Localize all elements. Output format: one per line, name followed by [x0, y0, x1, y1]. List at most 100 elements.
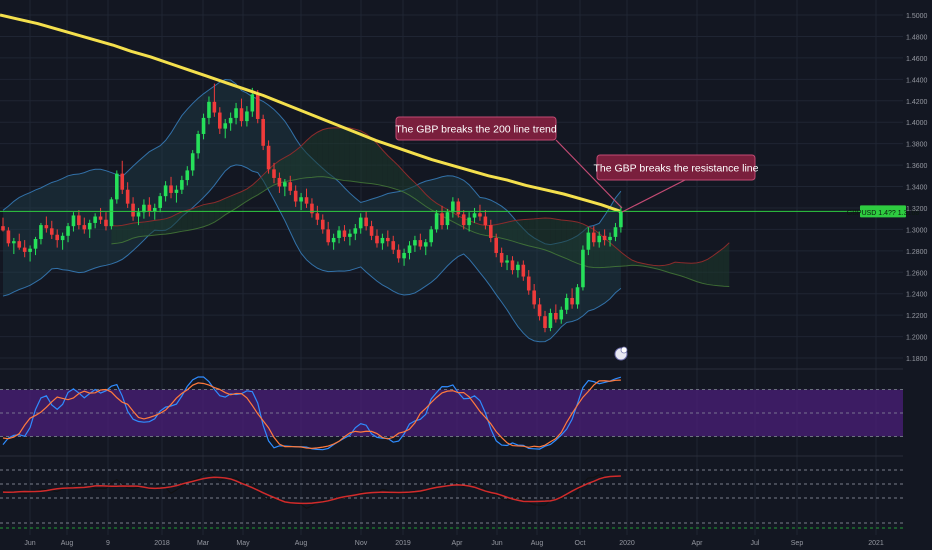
annotation-pointer [621, 179, 686, 213]
y-tick-label: 1.3800 [906, 142, 928, 149]
candle-body [597, 235, 601, 243]
candle-body [532, 290, 536, 305]
ichimoku-cloud-segment [528, 218, 535, 248]
candle-body [434, 213, 439, 230]
candle-body [510, 260, 515, 271]
ichimoku-cloud-segment [311, 132, 318, 178]
ichimoku-cloud-segment [669, 262, 676, 275]
ichimoku-cloud-segment [393, 160, 399, 191]
ichimoku-cloud-segment [631, 259, 638, 266]
candle-body [386, 237, 390, 242]
ichimoku-cloud-segment [664, 264, 670, 273]
candle-body [44, 225, 49, 229]
candle-body [548, 312, 553, 328]
x-tick-label: 2019 [395, 540, 411, 547]
ichimoku-cloud-segment [360, 130, 367, 184]
ichimoku-cloud-segment [555, 219, 562, 257]
last-price-line: GBPUSD 1.4?? 1.3168 [0, 205, 919, 218]
ichimoku-cloud-segment [523, 219, 529, 246]
ichimoku-cloud-segment [404, 171, 410, 196]
ichimoku-cloud-segment [566, 220, 573, 262]
momentum-line [2, 471, 621, 509]
candle-body [489, 225, 493, 238]
ichimoku-cloud-segment [501, 222, 508, 240]
x-tick-label: 2020 [619, 540, 635, 547]
ichimoku-cloud-segment [713, 251, 719, 286]
candle-body [554, 312, 558, 320]
candle-body [147, 204, 152, 212]
x-tick-label: Aug [295, 540, 308, 547]
candle-body [472, 213, 477, 218]
ichimoku-cloud-segment [198, 204, 204, 229]
candle-body [1, 226, 5, 231]
x-tick-label: Jun [491, 540, 502, 547]
candle-body [22, 247, 27, 252]
stochastic-d [2, 379, 621, 449]
candle-body [39, 225, 43, 240]
ichimoku-cloud-segment [295, 146, 302, 180]
ichimoku-cloud-segment [154, 219, 161, 236]
candle-body [93, 216, 97, 223]
ichimoku-cloud-segment [230, 193, 237, 212]
candle-body [331, 237, 336, 243]
candle-body [33, 239, 38, 249]
ichimoku-cloud-segment [534, 218, 540, 249]
ichimoku-cloud-segment [545, 218, 551, 252]
ichimoku-cloud-segment [133, 222, 139, 239]
ichimoku-cloud-segment [241, 188, 247, 205]
candle-body [190, 153, 195, 171]
ichimoku-cloud-segment [279, 157, 285, 183]
ichimoku-cloud-segment [127, 223, 134, 241]
ichimoku-cloud-segment [317, 129, 323, 177]
y-tick-label: 1.1800 [906, 356, 928, 363]
candle-body [413, 240, 417, 246]
candle-body [613, 227, 618, 237]
annotations: The GBP breaks the 200 line trend The GBP… [395, 116, 759, 213]
candle-body [250, 94, 255, 112]
ichimoku-cloud-segment [116, 225, 123, 244]
ichimoku-cloud-segment [236, 191, 242, 209]
ichimoku-cloud-segment [474, 222, 480, 235]
candle-body [234, 108, 238, 118]
candle-body [369, 226, 374, 236]
ichimoku-cloud-segment [143, 221, 150, 237]
earnings-flag-icon[interactable] [614, 346, 628, 361]
time-axis[interactable]: Jun Aug 9 2018 Mar May Aug Nov 2019 Apr Jun Aug Oct 2… [24, 540, 884, 547]
candle-body [71, 215, 76, 227]
y-tick-label: 1.4200 [906, 99, 928, 106]
x-tick-label: Nov [355, 540, 368, 547]
candle-body [516, 264, 520, 271]
candle-body [483, 216, 488, 226]
ichimoku-cloud-segment [165, 217, 172, 235]
candle-body [478, 213, 482, 217]
price-label-box [860, 205, 906, 218]
ichimoku-cloud-segment [203, 203, 209, 227]
flag-badge [620, 346, 628, 354]
ichimoku-cloud-segment [414, 182, 421, 203]
candle-body [581, 249, 585, 288]
ichimoku-cloud-segment [322, 128, 329, 178]
ichimoku-cloud-segment [376, 143, 383, 186]
ichimoku-cloud-segment [707, 255, 714, 286]
ichimoku-cloud-segment [371, 138, 377, 185]
ichimoku-cloud-segment [290, 150, 296, 181]
ichimoku-cloud-segment [122, 224, 128, 243]
x-tick-label: Sep [791, 540, 804, 547]
candle-body [456, 201, 461, 215]
candle-body [320, 219, 325, 230]
candle-body [461, 214, 466, 226]
candle-body [353, 228, 358, 234]
price-axis[interactable]: 1.5000 1.4800 1.4600 1.4400 1.4200 1.4000 1.38… [906, 13, 928, 363]
candle-body [586, 232, 591, 250]
ichimoku-cloud-segment [301, 140, 307, 179]
annotation-text: The GBP breaks the 200 line trend [395, 124, 557, 136]
ichimoku-cloud-segment [181, 210, 188, 232]
ichimoku-cloud-segment [561, 219, 567, 259]
x-tick-label: Jun [24, 540, 35, 547]
ichimoku-cloud-segment [702, 259, 708, 285]
candle-body [228, 117, 233, 124]
ichimoku-cloud-segment [723, 242, 730, 287]
candle-body [375, 235, 379, 244]
annotation-box [395, 116, 557, 141]
